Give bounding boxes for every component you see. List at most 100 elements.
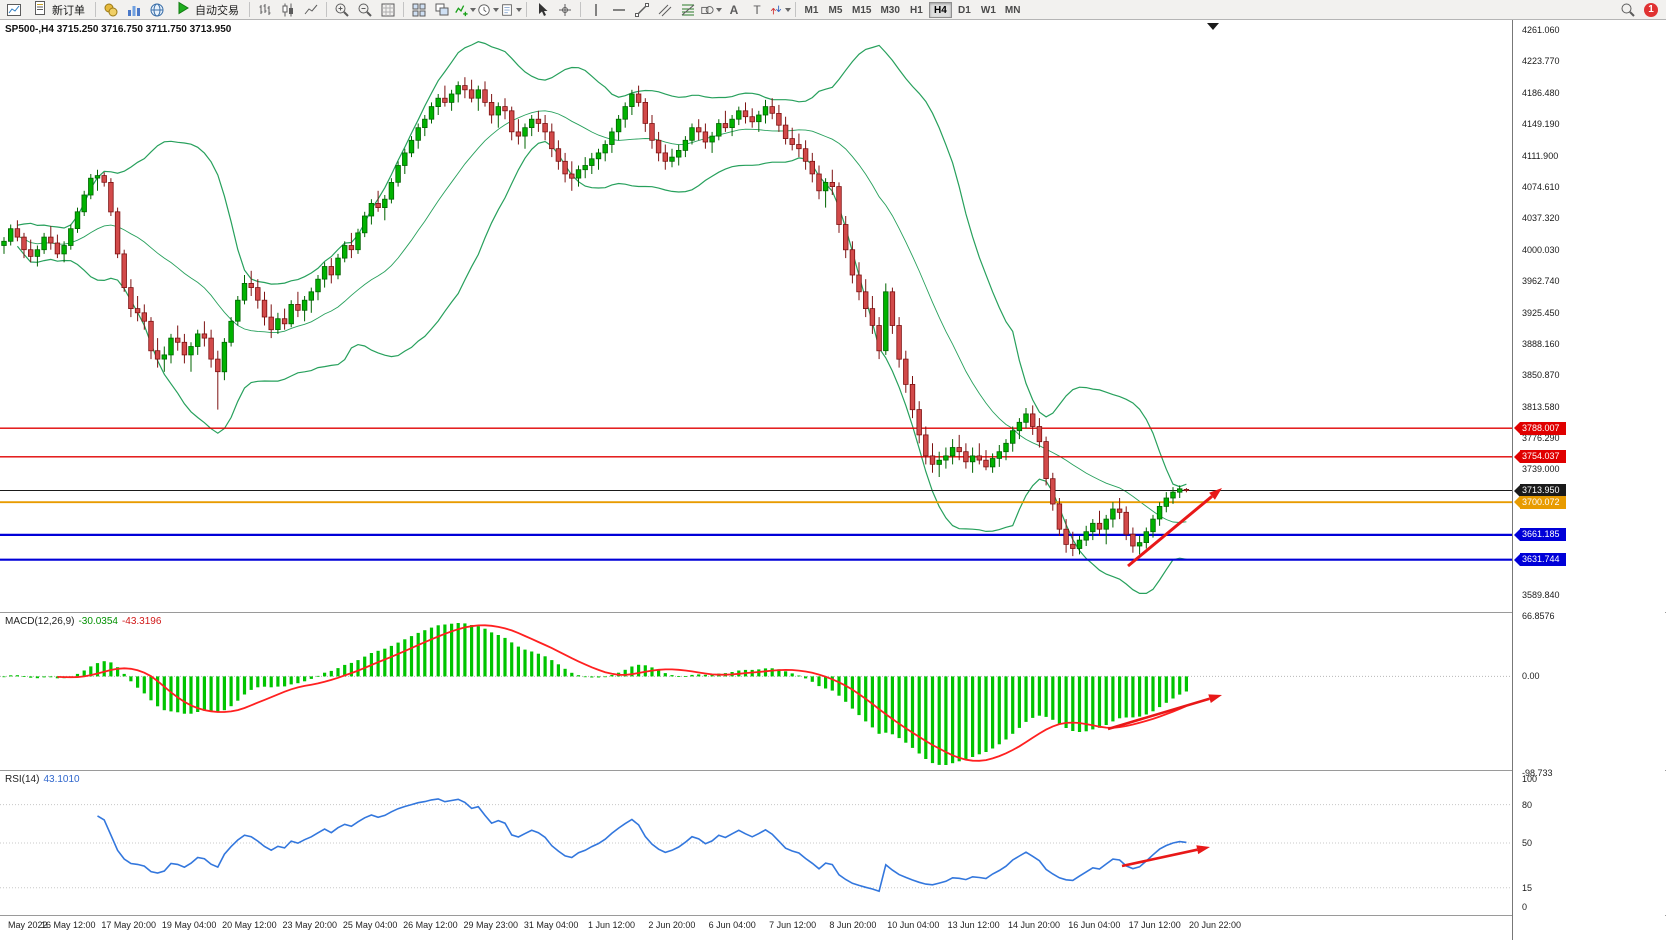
time-axis-label: 20 Jun 22:00 <box>1188 920 1242 930</box>
rsi-name: RSI(14) <box>5 774 40 785</box>
templates-icon[interactable] <box>500 1 522 19</box>
price-axis-tick: 4074.610 <box>1522 181 1560 192</box>
time-axis-label: 31 May 04:00 <box>523 920 579 930</box>
macd-name: MACD(12,26,9) <box>5 616 75 627</box>
main-toolbar: 新订单 自动交易 A T M1 M5 M15 M30 H1 H4 D1 W1 MN 1 <box>0 0 1666 20</box>
time-axis-label: 8 Jun 20:00 <box>829 920 877 930</box>
shapes-icon[interactable] <box>700 1 722 19</box>
channel-icon[interactable] <box>654 1 676 19</box>
toolbar-separator <box>249 2 250 17</box>
fibonacci-icon[interactable] <box>677 1 699 19</box>
panel-separator[interactable] <box>0 612 1666 613</box>
dropdown-caret-icon[interactable] <box>470 7 476 12</box>
new-order-button[interactable]: 新订单 <box>26 1 91 19</box>
svg-text:A: A <box>730 3 739 17</box>
toolbar-right-group: 1 <box>1617 1 1663 19</box>
trend-arrow-annotation[interactable] <box>1127 488 1222 568</box>
timeframe-MN-button[interactable]: MN <box>1004 4 1021 16</box>
timeframe-H4-button[interactable]: H4 <box>928 1 952 18</box>
price-line-label: 3713.950 <box>1514 484 1566 497</box>
autotrade-button[interactable]: 自动交易 <box>169 1 245 19</box>
price-label-arrow-icon <box>1514 496 1520 509</box>
time-axis-label: 2 Jun 20:00 <box>648 920 696 930</box>
navigator-icon[interactable] <box>146 1 168 19</box>
time-axis-label: 20 May 12:00 <box>222 920 277 930</box>
macd-axis-tick: 66.8576 <box>1522 611 1555 621</box>
price-line-label: 3788.007 <box>1514 421 1566 435</box>
market-watch-icon[interactable] <box>100 1 122 19</box>
cursor-icon[interactable] <box>531 1 553 19</box>
timeframe-M5-button[interactable]: M5 <box>828 4 843 16</box>
label-icon[interactable]: T <box>746 1 768 19</box>
price-label-arrow-icon <box>1514 422 1520 435</box>
dropdown-caret-icon[interactable] <box>493 7 499 12</box>
price-line-label: 3754.037 <box>1514 450 1566 464</box>
time-axis-label: 17 Jun 12:00 <box>1128 920 1181 930</box>
time-axis-label: 17 May 20:00 <box>101 920 156 930</box>
toolbar-separator <box>403 2 404 17</box>
cascade-windows-icon[interactable] <box>431 1 453 19</box>
rsi-axis-tick: 80 <box>1522 799 1533 810</box>
time-axis-label: 13 Jun 12:00 <box>947 920 1000 930</box>
timeframe-W1-button[interactable]: W1 <box>980 4 996 16</box>
toolbar-separator <box>326 2 327 17</box>
macd-panel[interactable] <box>0 613 1512 770</box>
indicators-icon[interactable] <box>454 1 476 19</box>
time-axis-label: 16 Jun 04:00 <box>1068 920 1121 930</box>
horizontal-line-objects[interactable] <box>0 427 1512 561</box>
periods-icon[interactable] <box>477 1 499 19</box>
text-icon[interactable]: A <box>723 1 745 19</box>
svg-text:T: T <box>753 3 761 17</box>
time-axis-label: 16 May 12:00 <box>41 920 96 930</box>
price-axis[interactable]: 4261.060 4223.770 4186.480 4149.190 4111.900… <box>1513 20 1665 940</box>
timeframe-H1-button[interactable]: H1 <box>910 4 923 16</box>
time-axis-label: 10 Jun 04:00 <box>887 920 940 930</box>
price-axis-tick: 3925.450 <box>1522 307 1560 318</box>
price-axis-tick: 4186.480 <box>1522 87 1560 98</box>
dropdown-caret-icon[interactable] <box>516 7 522 12</box>
chart-area[interactable]: SP500-,H4 3715.250 3716.750 3711.750 371… <box>0 20 1666 940</box>
grid-icon[interactable] <box>377 1 399 19</box>
timeframe-M1-button[interactable]: M1 <box>804 4 819 16</box>
zoom-in-icon[interactable] <box>331 1 353 19</box>
horizontal-line-icon[interactable] <box>608 1 630 19</box>
crosshair-icon[interactable] <box>554 1 576 19</box>
candlestick-chart[interactable] <box>0 20 1512 612</box>
trendline-icon[interactable] <box>631 1 653 19</box>
notification-badge[interactable]: 1 <box>1644 2 1658 17</box>
price-axis-tick: 3776.290 <box>1522 433 1560 443</box>
price-line-label: 3661.185 <box>1514 528 1566 542</box>
arrows-icon[interactable] <box>769 1 791 19</box>
panel-separator <box>0 915 1666 916</box>
timeframe-D1-button[interactable]: D1 <box>958 4 971 16</box>
rsi-axis-tick: 50 <box>1522 838 1533 848</box>
zoom-out-icon[interactable] <box>354 1 376 19</box>
toolbar-separator <box>526 2 527 17</box>
timeframe-M30-button[interactable]: M30 <box>880 4 900 16</box>
line-chart-icon[interactable] <box>300 1 322 19</box>
search-icon[interactable] <box>1617 1 1639 19</box>
tile-windows-icon[interactable] <box>408 1 430 19</box>
panel-separator[interactable] <box>0 770 1666 771</box>
macd-value-signal: -43.3196 <box>121 616 162 627</box>
time-axis-label: 25 May 04:00 <box>342 920 398 930</box>
dropdown-caret-icon[interactable] <box>785 7 791 12</box>
rsi-panel[interactable] <box>0 771 1512 915</box>
dropdown-caret-icon[interactable] <box>716 7 722 12</box>
trend-arrow-annotation[interactable] <box>1121 845 1210 868</box>
rsi-value: 43.1010 <box>43 774 80 785</box>
time-axis-label: 6 Jun 04:00 <box>708 920 756 930</box>
price-axis-tick: 4149.190 <box>1522 119 1560 130</box>
timeframe-M15-button[interactable]: M15 <box>852 4 872 16</box>
data-window-icon[interactable] <box>123 1 145 19</box>
chart-shift-marker[interactable] <box>1207 23 1219 30</box>
bar-chart-icon[interactable] <box>254 1 276 19</box>
trend-arrow-annotation[interactable] <box>1107 694 1222 731</box>
price-axis-tick: 3962.740 <box>1522 276 1560 287</box>
candlestick-chart-icon[interactable] <box>277 1 299 19</box>
vertical-line-icon[interactable] <box>585 1 607 19</box>
chart-window-icon[interactable] <box>3 1 25 19</box>
macd-axis-tick: -98.733 <box>1522 768 1553 779</box>
price-line-label: 3631.744 <box>1514 553 1566 567</box>
time-axis[interactable]: May 2022 16 May 12:00 17 May 20:00 19 May 0… <box>0 916 1512 940</box>
